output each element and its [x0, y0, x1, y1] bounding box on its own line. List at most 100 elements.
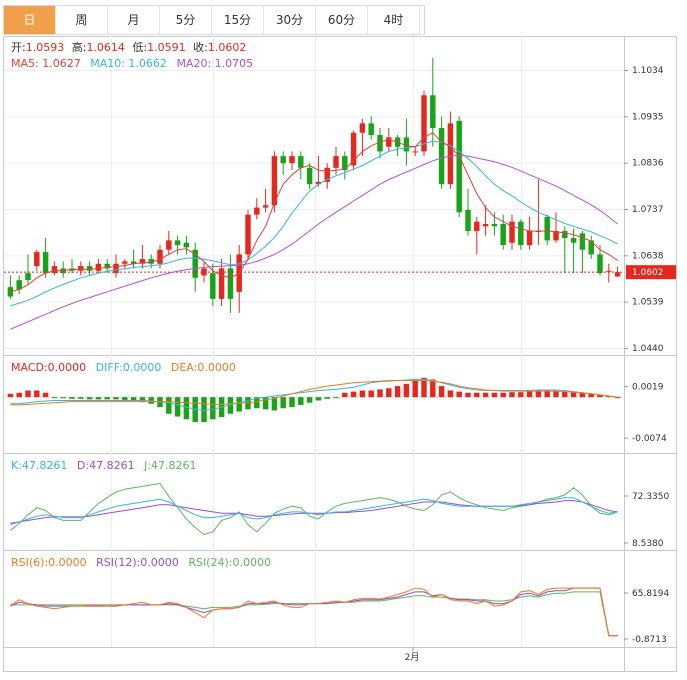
candle-body [386, 137, 392, 147]
candle-body [7, 287, 14, 297]
candle-body [227, 268, 234, 299]
dea-label: DEA:0.0000 [171, 361, 236, 374]
chart-grid [4, 36, 624, 647]
macd-bar [254, 397, 260, 409]
macd-bar [544, 390, 550, 398]
macd-bar [166, 397, 172, 414]
d-label: D:47.8261 [77, 459, 135, 472]
j-line [10, 482, 618, 536]
macd-bar [394, 386, 401, 398]
macd-bar [350, 391, 357, 398]
macd-bar [78, 397, 84, 399]
ma-info: MA5: 1.0627 MA10: 1.0662 MA20: 1.0705 [11, 57, 253, 70]
candle-body [430, 95, 436, 129]
candle-body [174, 240, 181, 246]
x-axis-label: 2月 [405, 652, 420, 663]
macd-bar [438, 386, 445, 398]
ma20-label: MA20: 1.0705 [176, 57, 253, 70]
macd-bar [130, 397, 137, 401]
candle-body [447, 123, 454, 185]
macd-label: MACD:0.0000 [11, 361, 86, 374]
macd-bar [562, 391, 568, 398]
macd-bar [412, 380, 418, 398]
macd-bar [280, 397, 286, 409]
candle-body [139, 259, 146, 264]
candle-body [456, 121, 462, 213]
low-value: 1.0591 [147, 41, 186, 54]
candle-body [218, 268, 225, 299]
macd-bar [306, 397, 313, 403]
tab-15min[interactable]: 15分 [212, 6, 264, 34]
candle-body [298, 156, 304, 168]
tab-5min[interactable]: 5分 [160, 6, 212, 34]
macd-bar [34, 390, 40, 398]
candle-body [262, 205, 269, 208]
candle-body [42, 252, 49, 274]
candle-body [315, 181, 322, 185]
y-tick-label: 72.3350 [632, 492, 669, 502]
macd-bar [42, 392, 49, 398]
macd-bar [16, 392, 22, 398]
macd-bar [518, 392, 524, 398]
tab-4hour[interactable]: 4时 [368, 6, 420, 34]
macd-bar [579, 392, 586, 398]
candle-body [130, 261, 137, 264]
kdj-panel [10, 482, 618, 536]
candle-body [570, 238, 577, 243]
tab-week[interactable]: 周 [56, 6, 108, 34]
candle-body [482, 223, 489, 227]
tab-30min[interactable]: 30分 [264, 6, 316, 34]
tab-month[interactable]: 月 [108, 6, 160, 34]
macd-bar [183, 397, 190, 420]
macd-bar [606, 396, 612, 398]
macd-bar [298, 397, 304, 405]
macd-bar [104, 397, 110, 400]
rsi12-label: RSI(12):0.0000 [96, 556, 179, 569]
macd-bar [69, 397, 75, 399]
candle-body [210, 273, 216, 299]
candle-body [271, 156, 278, 206]
moving-average-lines [10, 132, 618, 330]
macd-bar [456, 391, 462, 398]
candle-body [553, 230, 559, 241]
macd-bar [7, 393, 14, 398]
rsi6-line [10, 587, 618, 637]
current-price-tag [626, 265, 676, 280]
candle-body [166, 240, 172, 250]
y-tick-label: 1.0539 [632, 298, 664, 308]
macd-bar [289, 397, 295, 408]
macd-bar [386, 388, 392, 398]
candle-body [491, 223, 498, 227]
candle-body [157, 249, 163, 264]
diff-label: DIFF:0.0000 [96, 361, 162, 374]
macd-bar [315, 397, 322, 401]
tab-day[interactable]: 日 [4, 6, 56, 34]
candle-body [280, 156, 286, 164]
y-tick-label: 0.0019 [632, 383, 664, 393]
rsi24-line [10, 591, 618, 637]
tab-60min[interactable]: 60分 [316, 6, 368, 34]
candle-body [192, 249, 198, 278]
ma10-line [10, 140, 618, 307]
candle-body [342, 156, 348, 171]
candle-body [474, 221, 480, 231]
macd-bar [148, 397, 154, 404]
candle-body [421, 95, 427, 152]
macd-bar [430, 379, 436, 398]
candle-body [359, 123, 366, 133]
ohlc-info: 开:1.0593 高:1.0614 低:1.0591 收:1.0602 [11, 40, 246, 54]
candle-body [34, 252, 40, 267]
candle-body [614, 272, 621, 277]
macd-bar [509, 392, 515, 398]
macd-bar [447, 390, 454, 398]
macd-bar [139, 397, 146, 403]
rsi-info: RSI(6):0.0000 RSI(12):0.0000 RSI(24):0.0… [11, 556, 271, 569]
macd-bar [333, 397, 339, 399]
candle-body [597, 254, 603, 274]
macd-bar [95, 397, 102, 400]
open-label: 开: [11, 41, 26, 54]
macd-bar [359, 390, 366, 398]
y-tick-label: 8.5380 [632, 539, 664, 549]
candle-body [377, 135, 383, 152]
